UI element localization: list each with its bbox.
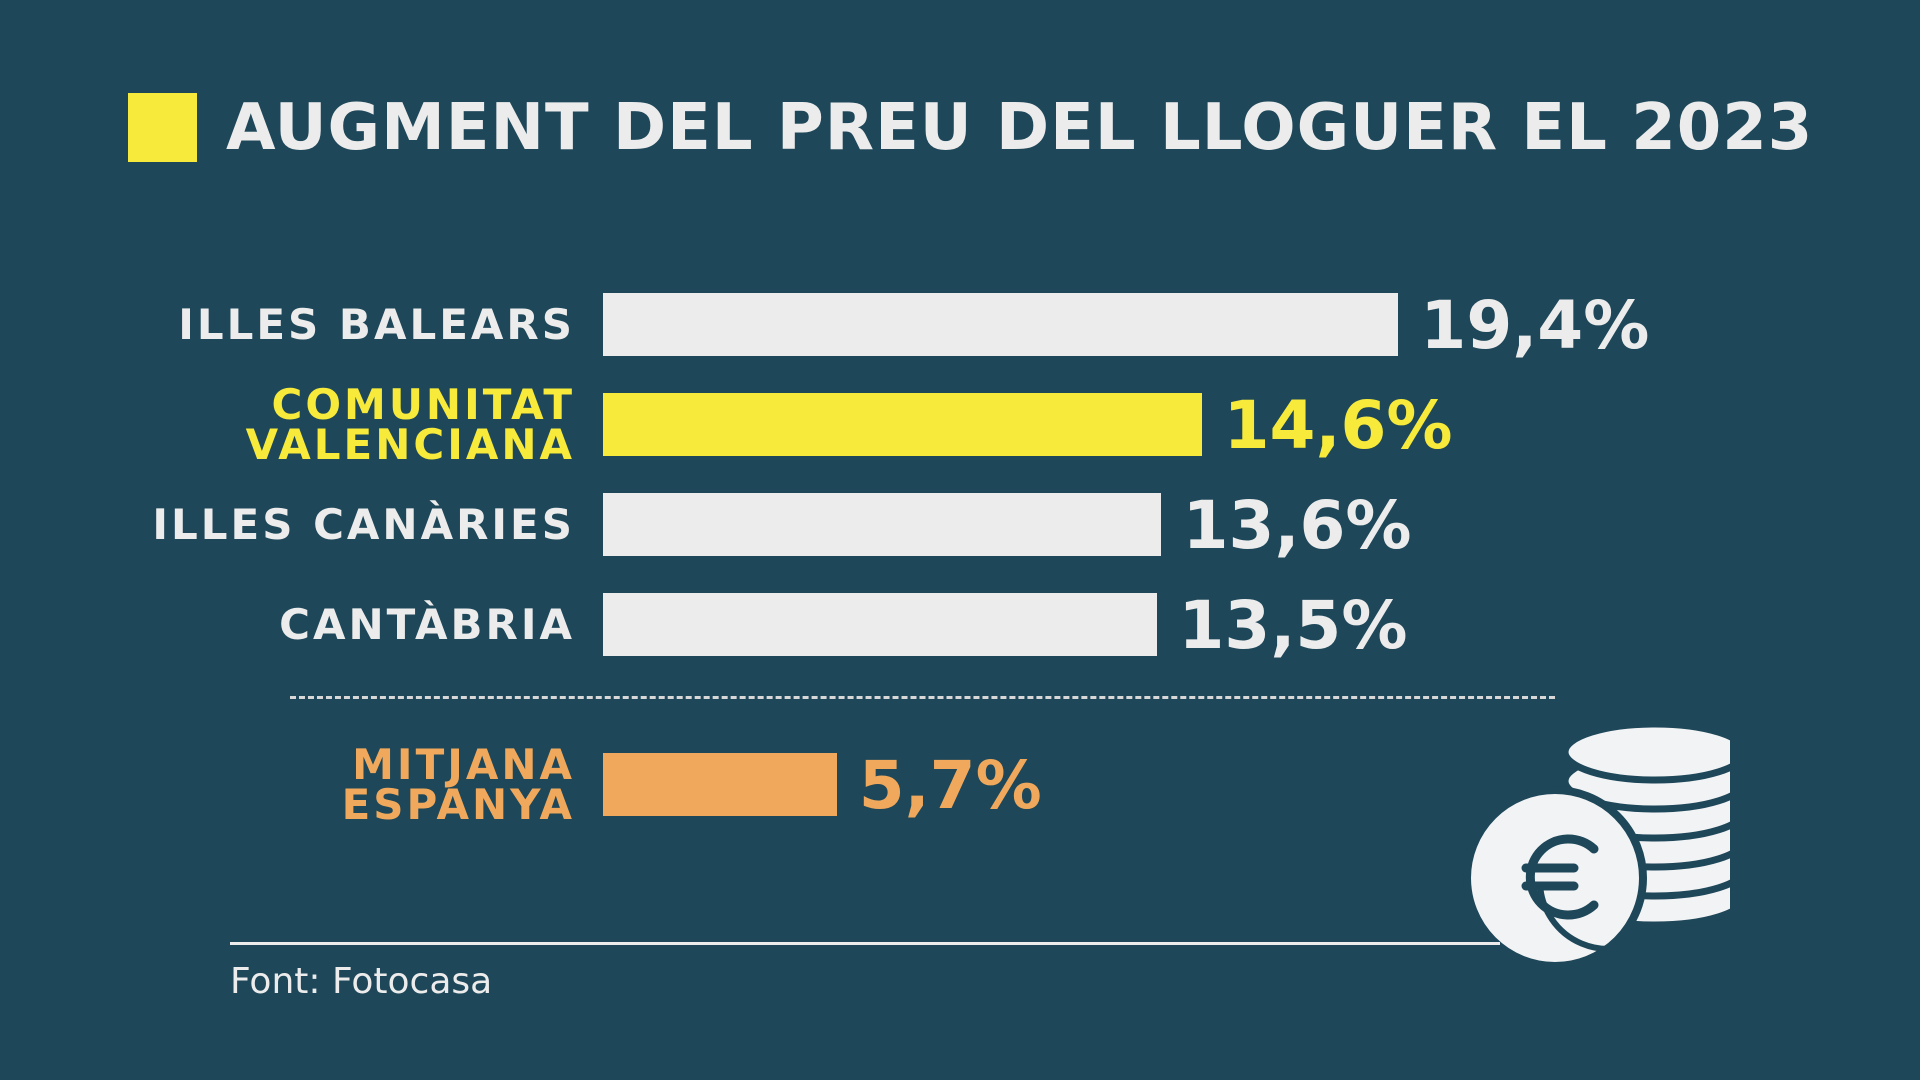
source-note: Font: Fotocasa: [230, 961, 493, 1002]
bar: [603, 293, 1399, 356]
chart-title: AUGMENT DEL PREU DEL LLOGUER EL 2023: [226, 91, 1814, 165]
source-separator: [230, 942, 1500, 945]
category-label: CANTÀBRIA: [279, 599, 575, 649]
average-divider: [290, 696, 1555, 699]
euro-coins-icon: [1463, 720, 1730, 970]
value-label: 13,5%: [1178, 586, 1408, 664]
bar: [603, 393, 1202, 456]
bar: [603, 493, 1161, 556]
bar: [603, 593, 1157, 656]
bar: [603, 753, 837, 816]
value-label: 19,4%: [1420, 286, 1650, 364]
title-marker: [128, 93, 197, 162]
category-label: MITJANA ESPANYA: [341, 739, 575, 829]
category-label: ILLES BALEARS: [178, 299, 575, 349]
category-label: COMUNITAT VALENCIANA: [245, 379, 575, 469]
value-label: 13,6%: [1182, 486, 1412, 564]
value-label: 14,6%: [1223, 386, 1453, 464]
value-label: 5,7%: [858, 746, 1042, 824]
category-label: ILLES CANÀRIES: [152, 499, 575, 549]
